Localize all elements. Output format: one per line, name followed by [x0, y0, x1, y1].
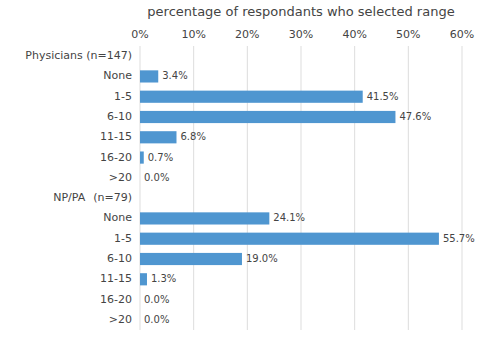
- bar: [140, 293, 141, 305]
- data-label: 19.0%: [246, 253, 278, 264]
- y-tick-label: >20: [109, 313, 132, 326]
- labels: >20 16-20 11-15 6-10 1-5 None (n=79) >20 16-20 11…: [25, 49, 132, 326]
- data-label: 0.7%: [148, 152, 173, 163]
- data-label: 0.0%: [144, 314, 169, 325]
- bar: [140, 111, 395, 123]
- bar: [140, 212, 269, 224]
- y-tick-label: Physicians (n=147): [25, 49, 132, 62]
- bar: [140, 273, 147, 285]
- y-tick-label: None: [103, 69, 132, 82]
- y-tick-label: 16-20: [100, 151, 132, 164]
- bar: [140, 70, 158, 82]
- y-tick-label: 11-15: [100, 272, 132, 285]
- title: percentage of respondants who selected r…: [147, 4, 454, 19]
- grid-line: [301, 46, 302, 330]
- data-label: 0.0%: [144, 172, 169, 183]
- data-label: 47.6%: [399, 111, 431, 122]
- bar: [140, 131, 176, 143]
- x-tick-label: 40%: [342, 28, 366, 41]
- bar: [140, 253, 242, 265]
- y-tick-label: 16-20: [100, 293, 132, 306]
- annotation: NP/PA: [53, 191, 85, 204]
- data-label: 24.1%: [273, 212, 305, 223]
- bar: [140, 172, 141, 184]
- x-tick-label: 50%: [396, 28, 420, 41]
- data-label: 41.5%: [367, 91, 399, 102]
- chart: percentage of respondants who selected r…: [0, 0, 500, 337]
- x-tick-label: 60%: [450, 28, 474, 41]
- x-tick-label: 0%: [131, 28, 148, 41]
- grid-line: [462, 46, 463, 330]
- y-tick-label: 6-10: [107, 252, 132, 265]
- x-tick-label: 20%: [235, 28, 259, 41]
- y-tick-label: >20: [109, 171, 132, 184]
- data-label: 1.3%: [151, 273, 176, 284]
- x-tick-label: 10%: [181, 28, 205, 41]
- y-tick-label: 6-10: [107, 110, 132, 123]
- grid-line: [193, 46, 194, 330]
- bar: [140, 233, 439, 245]
- bar: [140, 314, 141, 326]
- grid-line: [247, 46, 248, 330]
- y-tick-label: 1-5: [114, 90, 132, 103]
- bar: [140, 151, 144, 163]
- bars: [140, 70, 439, 285]
- y-tick-label: 1-5: [114, 232, 132, 245]
- y-tick-label: 11-15: [100, 130, 132, 143]
- grid-line: [408, 46, 409, 330]
- bar: [140, 91, 363, 103]
- data-label: 0.0%: [144, 294, 169, 305]
- data-label: 3.4%: [162, 70, 187, 81]
- x-tick-label: 30%: [289, 28, 313, 41]
- y-tick-label: (n=79): [93, 191, 132, 204]
- y-tick-label: None: [103, 211, 132, 224]
- grid-line: [140, 46, 141, 330]
- data-label: 6.8%: [180, 131, 205, 142]
- data-label: 55.7%: [443, 233, 475, 244]
- grid-line: [354, 46, 355, 330]
- grid: [140, 46, 462, 330]
